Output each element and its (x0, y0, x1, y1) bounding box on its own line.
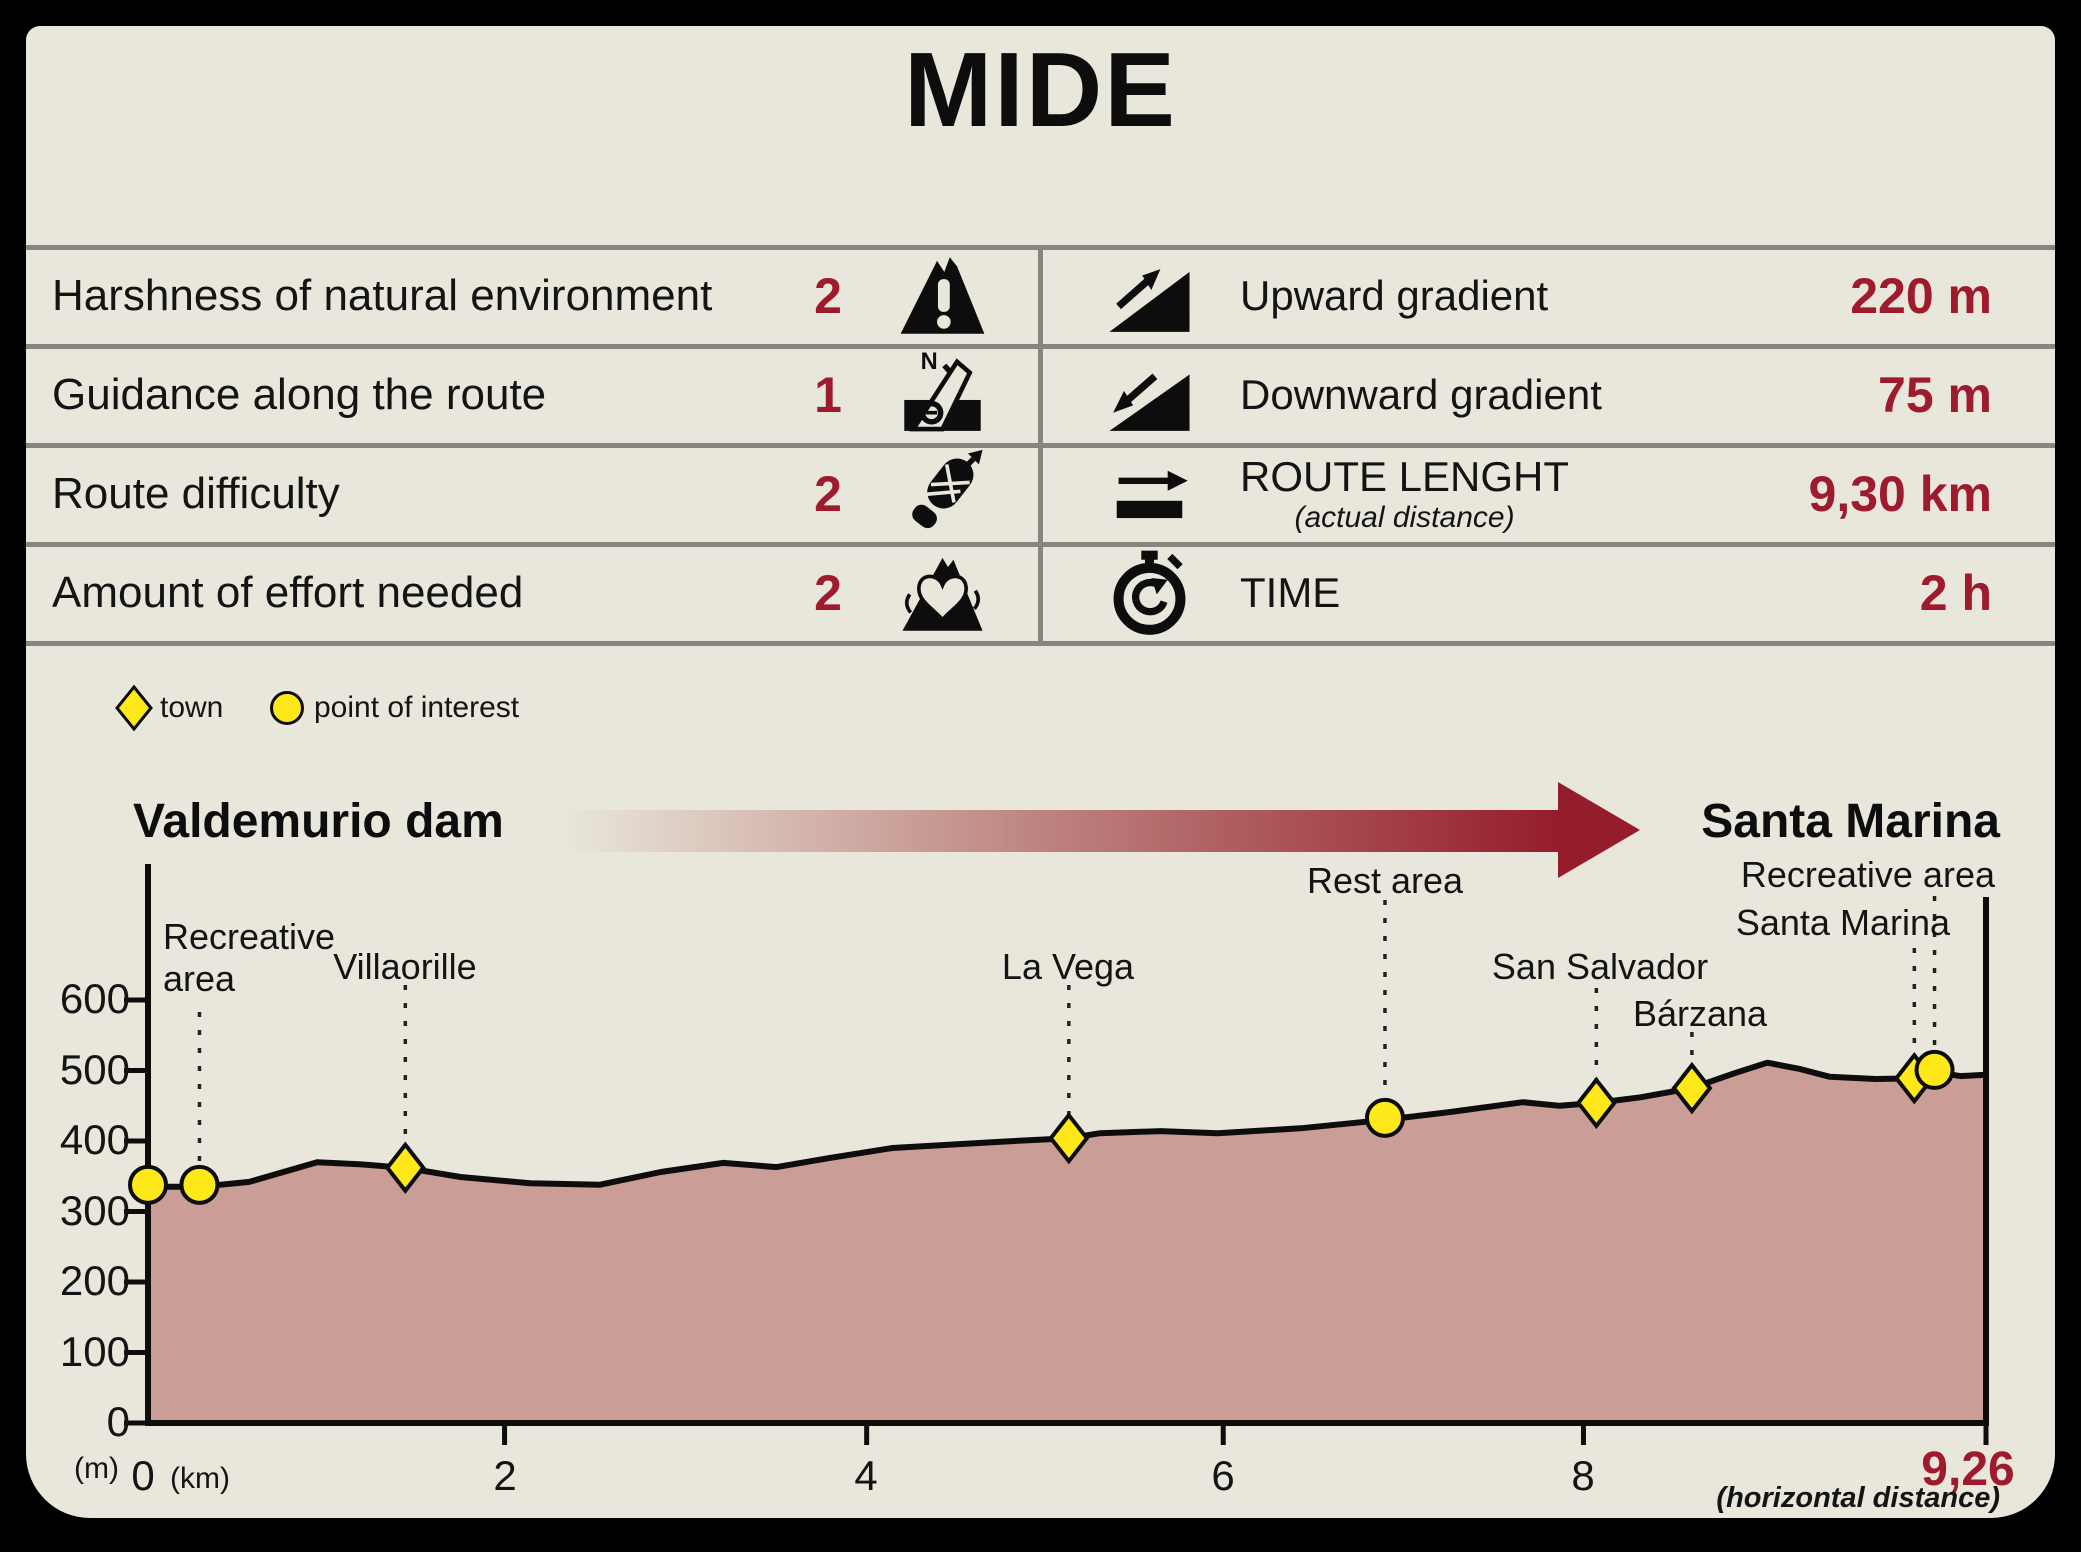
elevation-line (148, 1059, 1987, 1190)
direction-arrow-head (1558, 782, 1640, 878)
metric-value: 75 m (1878, 366, 1992, 423)
town-legend-icon (115, 684, 153, 732)
metric-label-text: Upward gradient (1240, 271, 1549, 319)
metric-label: Downward gradient (1240, 345, 1602, 444)
marker-label-barzana: Bárzana (1632, 993, 1768, 1034)
page-title: MIDE (904, 31, 1177, 149)
marker-label-la-vega: La Vega (1001, 946, 1135, 987)
metric-label: Upward gradient (1240, 246, 1548, 345)
x-axis-footnote: (horizontal distance) (1716, 1482, 2000, 1514)
x-end-distance: 9,26 (1921, 1443, 2015, 1496)
y-tick-label: 500 (59, 1045, 130, 1093)
y-tick-label: 200 (59, 1257, 130, 1304)
y-tick-label: 400 (59, 1116, 130, 1163)
metric-value: 220 m (1850, 267, 1992, 324)
town-marker (1671, 1061, 1713, 1115)
route-end-title: Santa Marina (1701, 795, 2000, 848)
poi-legend-icon (270, 691, 304, 725)
poi-marker (128, 1164, 168, 1205)
stopwatch-icon (1113, 550, 1186, 635)
marker-label-recreative-area-start: Recreative area (163, 916, 336, 1000)
compass-icon: N (904, 349, 981, 432)
rating-value: 2 (814, 564, 842, 621)
rating-value: 1 (814, 366, 842, 423)
direction-arrow-body (560, 810, 1558, 852)
metric-label-text: ROUTE LENGHT (1240, 452, 1570, 500)
elevation-area (148, 1062, 1986, 1423)
mountain-warning-icon (900, 257, 985, 334)
upward-slope-icon (1109, 269, 1190, 332)
marker-label-santa-marina: Santa Marina (1735, 902, 1950, 943)
x-tick-label: 2 (493, 1452, 517, 1499)
metric-sublabel: (actual distance) (1294, 500, 1515, 534)
x-origin-label: 0 (131, 1452, 155, 1499)
metric-label-text: Downward gradient (1240, 370, 1602, 418)
table-row: Harshness of natural environment 2 Upwar… (26, 246, 2055, 345)
town-marker (384, 1141, 426, 1195)
y-tick-label: 100 (59, 1327, 130, 1375)
marker-label-san-salvador: San Salvador (1491, 946, 1709, 987)
rating-value: 2 (814, 267, 842, 324)
metric-label: TIME (1240, 543, 1340, 642)
route-start-title: Valdemurio dam (133, 795, 504, 848)
row-label: Harshness of natural environment (52, 270, 713, 320)
x-tick-label: 4 (854, 1452, 878, 1499)
x-axis-unit: (km) (170, 1462, 230, 1495)
svg-text:N: N (921, 349, 938, 375)
x-tick-label: 6 (1211, 1452, 1235, 1499)
row-label: Guidance along the route (52, 369, 547, 419)
town-marker (1048, 1111, 1090, 1165)
row-label: Amount of effort needed (52, 567, 524, 617)
poi-marker (179, 1164, 220, 1205)
heart-mountain-icon (902, 557, 983, 631)
row-label: Route difficulty (52, 468, 340, 518)
poi-marker (1914, 1049, 1955, 1090)
table-row: Route difficulty 2 ROUTE LENGHT (actual … (26, 444, 2055, 543)
y-tick-label: 600 (59, 975, 130, 1022)
poi-marker (1364, 1097, 1405, 1138)
marker-label-rest-area: Rest area (1306, 860, 1464, 901)
table-row: Guidance along the route 1 N Downward gr… (26, 345, 2055, 444)
marker-label-recreative-area-end: Recreative area (1740, 854, 1995, 895)
metric-label-text: TIME (1240, 568, 1341, 616)
x-tick-label: 8 (1571, 1452, 1595, 1499)
metric-value: 9,30 km (1808, 465, 1992, 522)
table-divider (1038, 245, 1043, 646)
boot-print-icon (912, 449, 983, 529)
downward-slope-icon (1109, 373, 1190, 431)
town-marker (1575, 1076, 1617, 1130)
table-row: Amount of effort needed 2 TIME 2 h (26, 543, 2055, 642)
y-tick-label: 300 (59, 1186, 130, 1234)
marker-label-villaorille: Villaorille (333, 946, 477, 987)
metric-value: 2 h (1919, 564, 1992, 621)
town-legend-label: town (160, 691, 224, 724)
y-axis-unit: (m) (74, 1452, 119, 1485)
route-arrow-icon (1116, 470, 1188, 519)
poi-legend-label: point of interest (314, 691, 520, 724)
metric-label: ROUTE LENGHT (actual distance) (1240, 444, 1569, 543)
rating-value: 2 (814, 465, 842, 522)
y-tick-label: 0 (106, 1398, 130, 1445)
